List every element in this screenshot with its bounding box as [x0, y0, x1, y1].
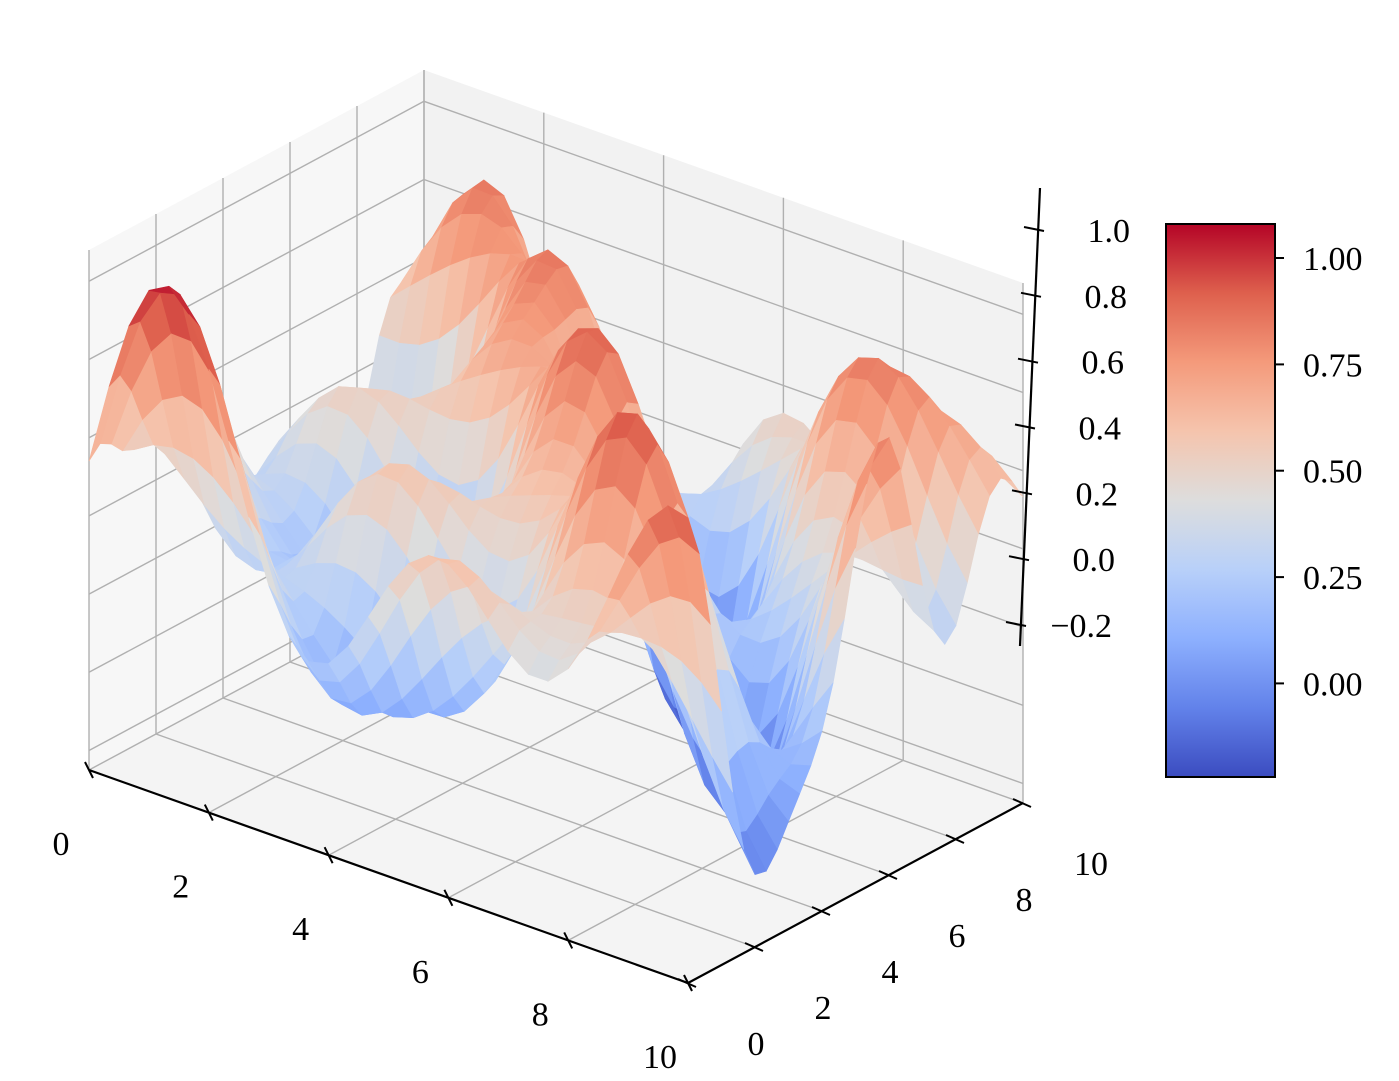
y-tick-label: 8	[1016, 882, 1033, 919]
x-tick	[84, 761, 94, 779]
x-tick	[443, 889, 454, 907]
gridline-floor-y	[222, 697, 823, 912]
z-tick	[1017, 357, 1039, 364]
axes-panes	[89, 70, 1023, 983]
y-tick-label: 0	[748, 1026, 765, 1063]
gridline-left-z	[88, 100, 425, 282]
y-axis-line	[687, 802, 1024, 984]
x-tick-label: 4	[292, 911, 309, 948]
y-tick	[677, 978, 697, 988]
surface-facet	[667, 505, 700, 555]
gridline-floor-x	[567, 759, 904, 942]
y-tick	[945, 834, 965, 844]
y-tick-label: 10	[1074, 846, 1108, 883]
gridline-back-z	[423, 178, 1024, 394]
y-tick-label: 6	[949, 918, 966, 955]
y-tick	[811, 906, 831, 916]
z-tick	[1011, 489, 1033, 496]
colorbar-tick-label: 1.00	[1303, 241, 1363, 278]
gridline-floor-x	[328, 674, 664, 856]
z-tick-label: 0.4	[1079, 411, 1122, 448]
x-tick	[203, 804, 214, 822]
y-tick-label: 2	[815, 990, 832, 1027]
gridline-back-z	[423, 100, 1024, 315]
pane-floor	[89, 590, 1023, 983]
x-tick-label: 10	[643, 1039, 677, 1076]
z-axis-line	[1018, 187, 1042, 647]
z-tick	[1008, 555, 1030, 562]
x-tick-label: 0	[53, 826, 70, 863]
colorbar-ticks: 0.00 0.25 0.50 0.75 1.00	[1275, 241, 1363, 703]
axis-lines	[88, 187, 1042, 985]
colorbar-tick-label: 0.00	[1303, 666, 1363, 703]
z-tick-label: −0.2	[1050, 608, 1112, 645]
y-tick	[744, 942, 764, 952]
colorbar-gradient	[1165, 223, 1276, 778]
gridline-floor-y	[155, 733, 756, 948]
axis-ticks: 0 2 4 6 8 10 0 2 4 6 8 10 −0.2 0.0 0.2 0.4 0.6 0.8 1.0	[53, 213, 1131, 1076]
y-tick	[1012, 798, 1032, 808]
z-tick-label: 0.8	[1085, 279, 1128, 316]
colorbar: 0.00 0.25 0.50 0.75 1.00	[1165, 223, 1363, 778]
colorbar-tick-label: 0.25	[1303, 560, 1363, 597]
surface-plot	[88, 179, 1024, 875]
x-axis-line	[88, 768, 689, 985]
x-tick	[563, 931, 574, 949]
colorbar-tick-label: 0.75	[1303, 347, 1363, 384]
z-tick-label: 0.2	[1076, 476, 1119, 513]
z-tick-label: 0.0	[1073, 542, 1116, 579]
x-tick-label: 2	[172, 869, 189, 906]
x-tick-label: 8	[532, 996, 549, 1033]
z-tick	[1005, 621, 1027, 627]
y-tick-label: 4	[882, 954, 899, 991]
z-tick-label: 1.0	[1088, 213, 1131, 250]
z-tick	[1023, 226, 1045, 232]
x-tick-label: 6	[412, 954, 429, 991]
z-tick	[1014, 423, 1036, 430]
z-tick	[1020, 291, 1042, 298]
gridline-left-z	[88, 335, 425, 517]
colorbar-tick-label: 0.50	[1303, 454, 1363, 491]
z-tick-label: 0.6	[1082, 345, 1125, 382]
x-tick	[323, 846, 334, 864]
y-tick	[878, 870, 898, 880]
